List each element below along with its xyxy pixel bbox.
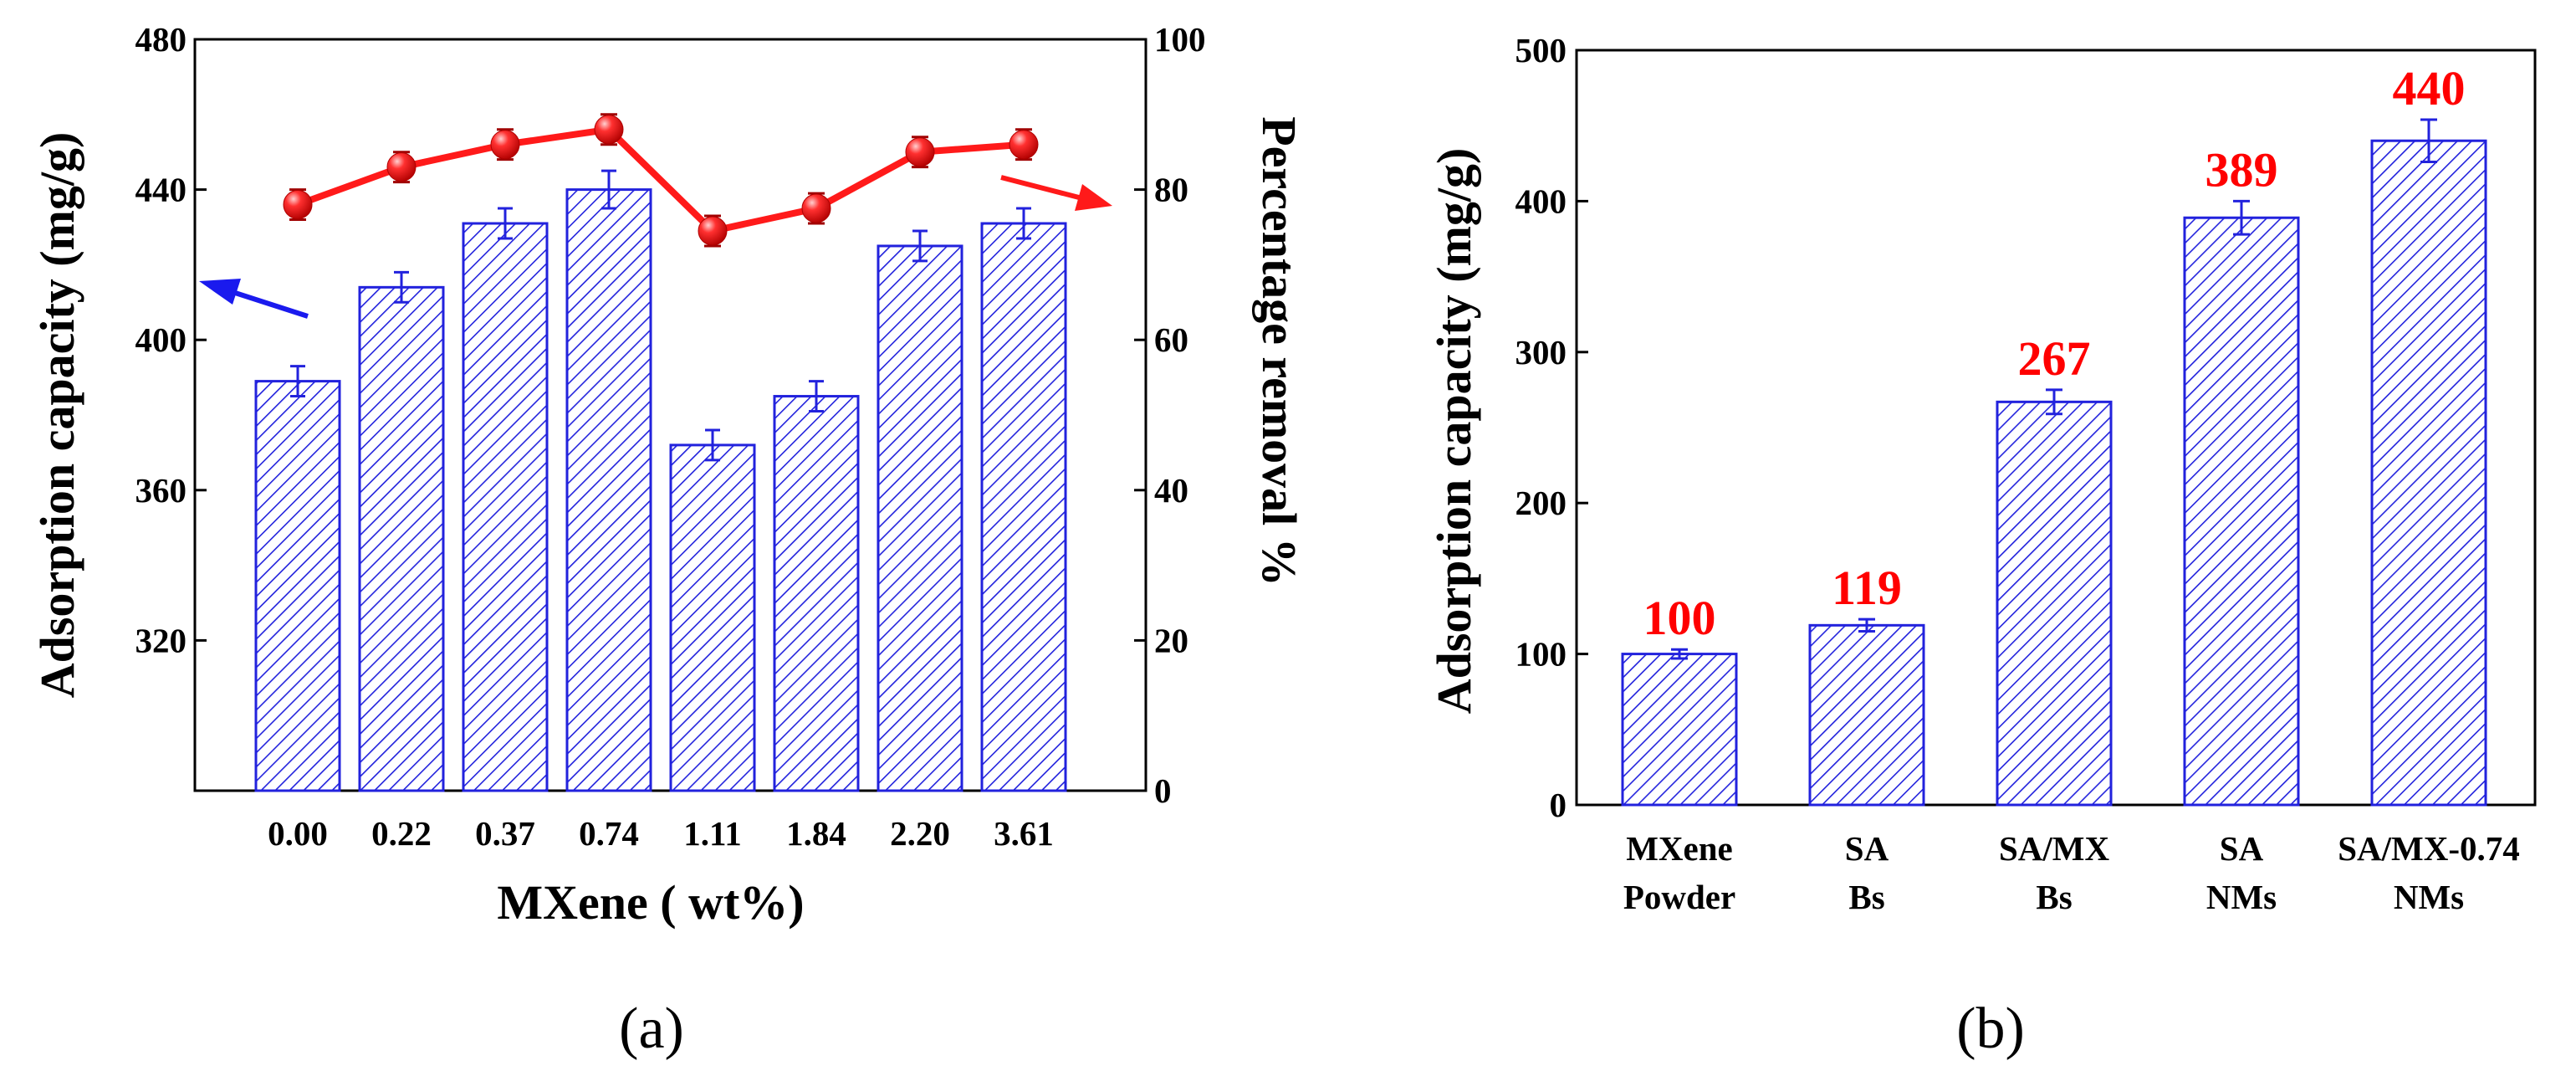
removal-point-0.74 bbox=[594, 113, 624, 146]
y-tick-label-b: 400 bbox=[1515, 182, 1567, 220]
errorbar-b-SA/MX-0.74-NMs bbox=[2420, 118, 2437, 163]
data-label-b-SA-NMs: 389 bbox=[2205, 142, 2278, 197]
x-tick-label-a: 1.84 bbox=[786, 814, 846, 853]
y-tick-label-b: 0 bbox=[1550, 786, 1567, 824]
errorbar-b-SA/MX-Bs bbox=[2046, 388, 2062, 416]
left-tick-label: 480 bbox=[135, 20, 187, 59]
bar-a-0.00 bbox=[254, 380, 341, 792]
removal-point-0.22 bbox=[386, 151, 417, 184]
errorbar-a-3.61 bbox=[1016, 207, 1031, 240]
bar-a-1.11 bbox=[669, 443, 756, 792]
panel-label-b: (b) bbox=[1956, 997, 2025, 1061]
right-tick-label: 60 bbox=[1154, 320, 1188, 359]
data-label-b-SA-Bs: 119 bbox=[1832, 561, 1902, 615]
y-tick-label-b: 300 bbox=[1515, 333, 1567, 371]
bar-a-0.74 bbox=[565, 188, 652, 792]
bar-b-SA/MX-0.74-NMs bbox=[2370, 139, 2487, 807]
bar-a-2.20 bbox=[877, 244, 963, 792]
x-axis-title-a: MXene ( wt%) bbox=[497, 875, 804, 930]
data-label-b-SA/MX-Bs: 267 bbox=[2018, 331, 2091, 386]
y-tick-label-b: 100 bbox=[1515, 635, 1567, 674]
errorbar-a-0.00 bbox=[290, 365, 305, 398]
data-label-b-MXene-Powder: 100 bbox=[1643, 591, 1716, 645]
x-tick-label-a: 3.61 bbox=[994, 814, 1054, 853]
chart-panel-a: 320 360 400 440 480 0 20 40 60 80 100 0.00 0.22 0.3… bbox=[30, 20, 1306, 930]
x-tick-label-b: MXene bbox=[1626, 829, 1733, 868]
x-tick-label-b: SA/MX-0.74 bbox=[2338, 829, 2520, 868]
y-tick-label-b: 200 bbox=[1515, 484, 1567, 522]
right-tick-label: 20 bbox=[1154, 621, 1188, 659]
x-tick-label-b: Bs bbox=[2036, 878, 2072, 916]
removal-point-0.00 bbox=[283, 188, 313, 222]
panel-label-a: (a) bbox=[619, 997, 684, 1061]
bar-a-1.84 bbox=[773, 395, 860, 792]
errorbar-a-0.74 bbox=[601, 169, 616, 210]
left-tick-label: 440 bbox=[135, 171, 187, 209]
arrow-to-left-axis bbox=[199, 279, 309, 319]
x-tick-label-a: 2.20 bbox=[890, 814, 950, 853]
x-tick-label-b: NMs bbox=[2206, 878, 2277, 916]
left-tick-label: 320 bbox=[135, 621, 187, 659]
x-tick-label-a: 0.37 bbox=[475, 814, 535, 853]
x-tick-label-a: 0.00 bbox=[268, 814, 328, 853]
right-tick-label: 0 bbox=[1154, 771, 1172, 810]
right-tick-label: 40 bbox=[1154, 471, 1188, 510]
x-tick-label-b: SA bbox=[2220, 829, 2264, 868]
x-tick-label-a: 1.11 bbox=[683, 814, 742, 853]
chart-panel-b: 100 119 267 389 440 0 100 200 300 400 500 MXene Po… bbox=[1427, 31, 2537, 916]
x-tick-label-a: 0.22 bbox=[371, 814, 432, 853]
y-axis-title-right-a: Percentage removal % bbox=[1252, 116, 1306, 587]
errorbar-b-MXene-Powder bbox=[1671, 648, 1688, 660]
right-tick-label: 100 bbox=[1154, 20, 1206, 59]
errorbar-a-0.22 bbox=[394, 270, 409, 304]
bar-a-0.37 bbox=[462, 222, 549, 792]
y-tick-label-b: 500 bbox=[1515, 31, 1567, 69]
left-tick-label: 360 bbox=[135, 471, 187, 510]
data-label-b-SA/MX-0.74-NMs: 440 bbox=[2393, 61, 2466, 115]
removal-line bbox=[296, 126, 1025, 234]
x-tick-label-a: 0.74 bbox=[579, 814, 639, 853]
removal-point-1.84 bbox=[801, 192, 831, 225]
x-tick-label-b: Bs bbox=[1848, 878, 1884, 916]
left-tick-label: 400 bbox=[135, 320, 187, 359]
bar-a-0.22 bbox=[358, 285, 445, 792]
right-tick-label: 80 bbox=[1154, 171, 1188, 209]
y-axis-title-left-a: Adsorption capacity (mg/g) bbox=[30, 132, 84, 699]
bar-b-SA/MX-Bs bbox=[1996, 400, 2113, 807]
removal-point-0.37 bbox=[490, 128, 520, 161]
x-tick-label-b: SA bbox=[1845, 829, 1889, 868]
errorbar-b-SA-NMs bbox=[2233, 199, 2250, 236]
removal-point-1.11 bbox=[698, 214, 728, 248]
x-tick-label-b: Powder bbox=[1623, 878, 1735, 916]
removal-point-2.20 bbox=[905, 136, 935, 169]
y-axis-title-b: Adsorption capacity (mg/g) bbox=[1427, 148, 1481, 715]
bar-b-SA-NMs bbox=[2183, 216, 2300, 807]
bar-b-MXene-Powder bbox=[1621, 653, 1738, 807]
x-tick-label-b: SA/MX bbox=[1999, 829, 2110, 868]
arrow-to-right-axis bbox=[1000, 175, 1112, 211]
errorbar-b-SA-Bs bbox=[1858, 617, 1875, 633]
x-tick-label-b: NMs bbox=[2394, 878, 2464, 916]
bar-a-3.61 bbox=[980, 222, 1067, 792]
removal-point-3.61 bbox=[1009, 128, 1039, 161]
errorbar-a-0.37 bbox=[498, 207, 513, 240]
bar-b-SA-Bs bbox=[1808, 623, 1925, 807]
errorbar-a-1.84 bbox=[809, 380, 824, 413]
errorbar-a-1.11 bbox=[705, 428, 720, 462]
errorbar-a-2.20 bbox=[912, 229, 928, 263]
